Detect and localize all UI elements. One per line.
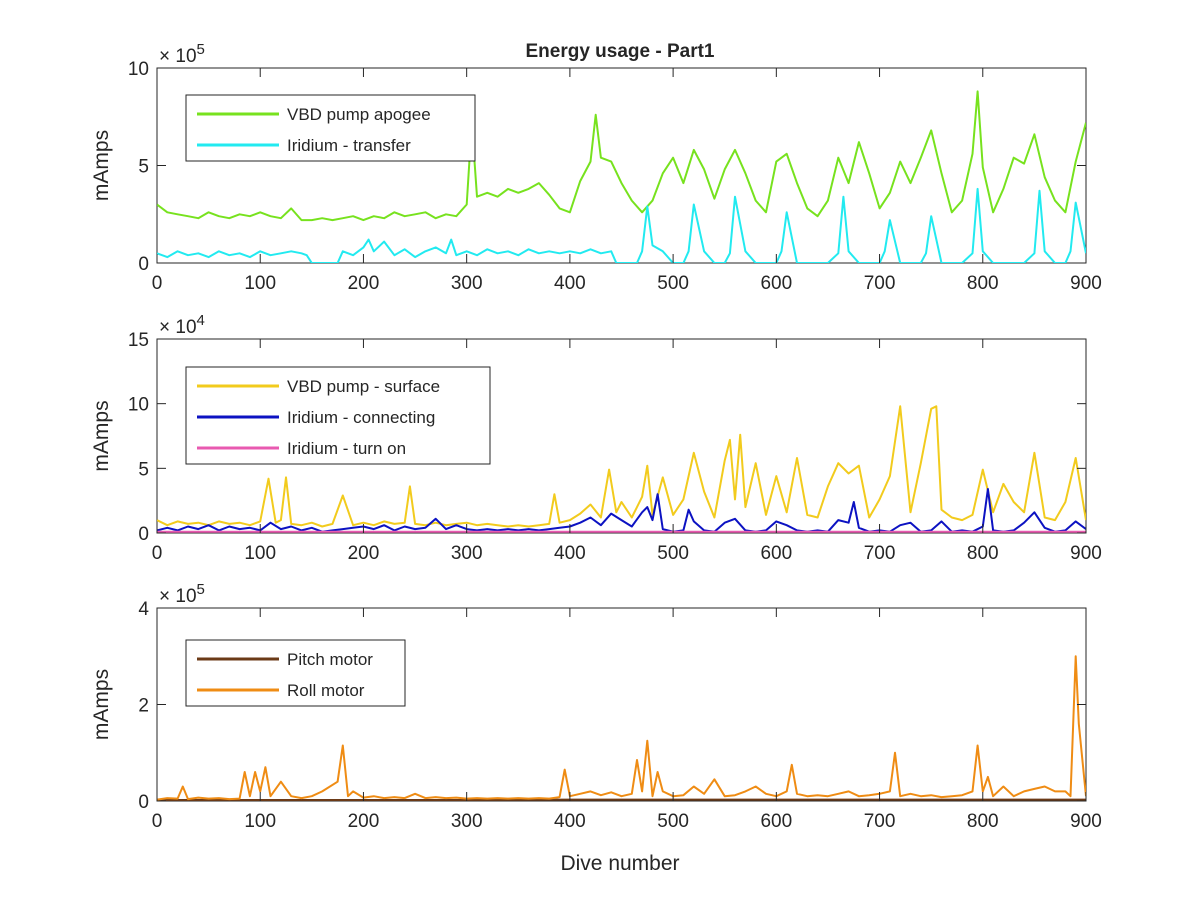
y-tick-label: 15 <box>128 330 149 351</box>
x-tick-label: 200 <box>348 811 380 832</box>
y-exponent-power: 5 <box>197 581 205 598</box>
x-tick-label: 900 <box>1070 543 1102 564</box>
x-tick-label: 900 <box>1070 811 1102 832</box>
x-tick-label: 400 <box>554 543 586 564</box>
x-tick-label: 500 <box>657 811 689 832</box>
y-tick-label: 4 <box>138 599 149 620</box>
x-tick-label: 600 <box>760 273 792 294</box>
legend: Pitch motor Roll motor <box>186 640 405 706</box>
y-tick-label: 5 <box>138 459 149 480</box>
legend-entry: Iridium - transfer <box>287 136 411 155</box>
y-axis-label: mAmps <box>90 400 113 471</box>
x-tick-label: 800 <box>967 543 999 564</box>
y-tick-label: 0 <box>138 254 149 275</box>
legend-entry: Iridium - turn on <box>287 439 406 458</box>
y-tick-label: 5 <box>138 157 149 178</box>
legend-entry: Pitch motor <box>287 650 373 669</box>
x-tick-label: 100 <box>244 811 276 832</box>
x-tick-label: 200 <box>348 543 380 564</box>
y-exponent-power: 5 <box>197 41 205 58</box>
y-exponent-power: 4 <box>197 312 205 329</box>
x-tick-label: 700 <box>864 811 896 832</box>
x-tick-label: 600 <box>760 811 792 832</box>
figure-title: Energy usage - Part1 <box>525 41 714 62</box>
x-tick-label: 900 <box>1070 273 1102 294</box>
x-tick-label: 0 <box>152 543 163 564</box>
y-axis-label: mAmps <box>90 130 113 201</box>
legend: VBD pump - surface Iridium - connecting Ir… <box>186 367 490 464</box>
x-tick-label: 300 <box>451 273 483 294</box>
legend-entry: Roll motor <box>287 681 365 700</box>
y-axis-label: mAmps <box>90 669 113 740</box>
x-tick-label: 0 <box>152 811 163 832</box>
x-tick-label: 100 <box>244 543 276 564</box>
x-tick-label: 800 <box>967 273 999 294</box>
x-tick-label: 300 <box>451 543 483 564</box>
y-tick-label: 0 <box>138 524 149 545</box>
x-tick-label: 400 <box>554 273 586 294</box>
x-tick-label: 200 <box>348 273 380 294</box>
legend-entry: VBD pump - surface <box>287 377 440 396</box>
y-tick-label: 0 <box>138 792 149 813</box>
legend: VBD pump apogee Iridium - transfer <box>186 95 475 161</box>
x-tick-label: 500 <box>657 273 689 294</box>
y-tick-label: 10 <box>128 395 149 416</box>
y-tick-label: 2 <box>138 696 149 717</box>
x-tick-label: 100 <box>244 273 276 294</box>
x-tick-label: 700 <box>864 543 896 564</box>
x-tick-label: 300 <box>451 811 483 832</box>
x-tick-label: 600 <box>760 543 792 564</box>
y-tick-label: 10 <box>128 59 149 80</box>
x-tick-label: 700 <box>864 273 896 294</box>
x-tick-label: 0 <box>152 273 163 294</box>
x-axis-label: Dive number <box>560 852 679 875</box>
legend-entry: Iridium - connecting <box>287 408 435 427</box>
x-tick-label: 500 <box>657 543 689 564</box>
x-tick-label: 800 <box>967 811 999 832</box>
legend-entry: VBD pump apogee <box>287 105 431 124</box>
x-tick-label: 400 <box>554 811 586 832</box>
